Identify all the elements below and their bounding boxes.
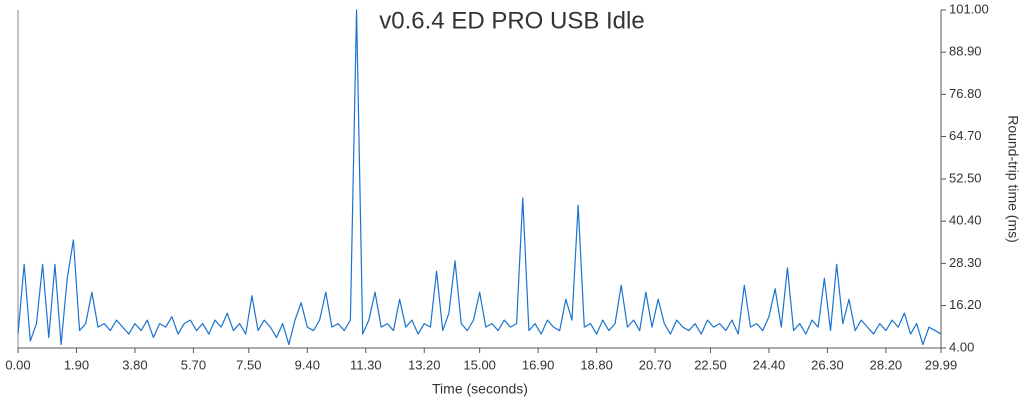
y-tick-label: 101.00 [949, 1, 989, 16]
x-tick-label: 20.70 [639, 357, 672, 372]
x-tick-label: 0.00 [5, 357, 30, 372]
y-axis-label: Round-trip time (ms) [1005, 115, 1021, 243]
x-tick-label: 24.40 [753, 357, 786, 372]
y-tick-label: 76.80 [949, 86, 982, 101]
chart-title: v0.6.4 ED PRO USB Idle [379, 7, 644, 34]
x-tick-label: 28.20 [870, 357, 903, 372]
x-tick-label: 9.40 [295, 357, 320, 372]
x-tick-label: 29.99 [925, 357, 958, 372]
x-tick-label: 7.50 [236, 357, 261, 372]
x-tick-label: 22.50 [694, 357, 727, 372]
y-tick-label: 88.90 [949, 44, 982, 59]
y-tick-label: 16.20 [949, 297, 982, 312]
y-tick-label: 52.50 [949, 170, 982, 185]
data-line [17, 9, 942, 346]
x-tick-label: 1.90 [64, 357, 89, 372]
x-tick-label: 11.30 [350, 357, 382, 372]
y-tick-label: 40.40 [949, 213, 982, 228]
y-tick-label: 64.70 [949, 128, 982, 143]
x-tick-label: 26.30 [811, 357, 844, 372]
x-tick-label: 3.80 [122, 357, 147, 372]
x-tick-label: 16.90 [522, 357, 555, 372]
y-tick-label: 28.30 [949, 255, 982, 270]
x-tick-label: 5.70 [181, 357, 206, 372]
x-tick-label: 13.20 [408, 357, 441, 372]
x-axis-label: Time (seconds) [432, 381, 528, 397]
x-tick-label: 18.80 [580, 357, 613, 372]
y-tick-label: 4.00 [949, 339, 974, 354]
x-tick-label: 15.00 [463, 357, 496, 372]
